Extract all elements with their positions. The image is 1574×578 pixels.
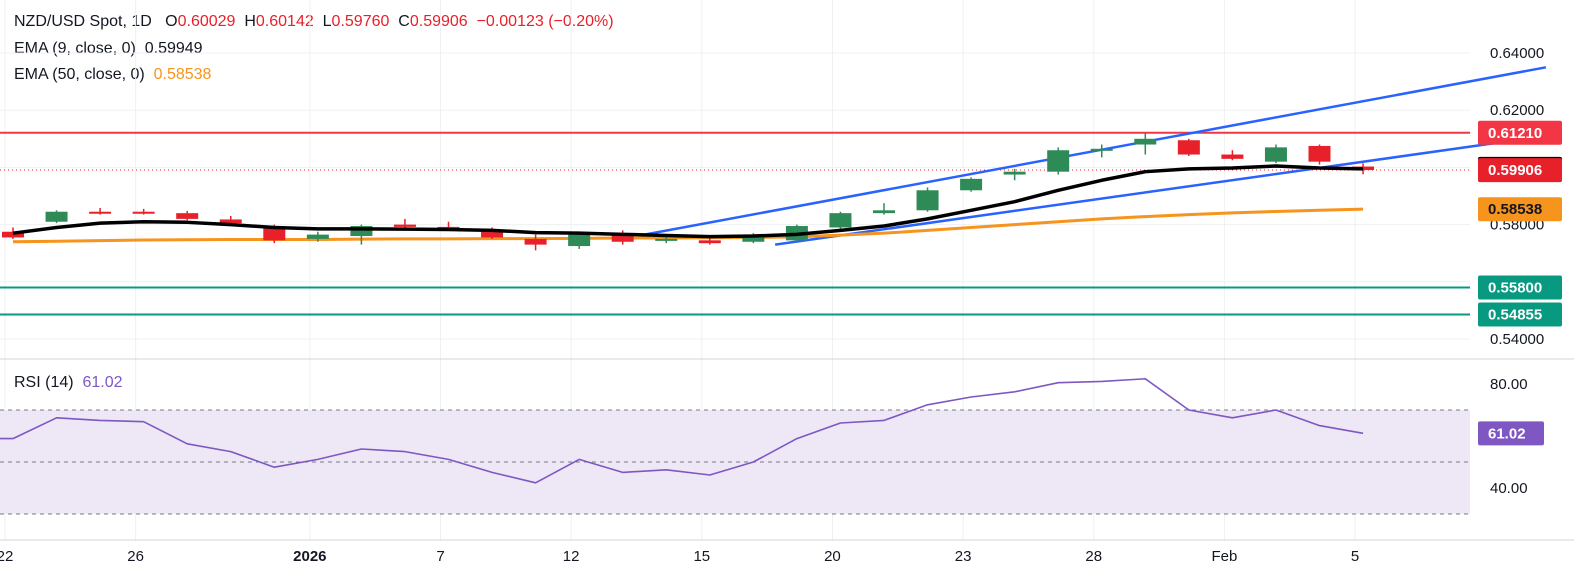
resistance-price-tag: [1478, 120, 1562, 145]
candle-body: [45, 211, 68, 222]
support-price-tag: [1478, 275, 1562, 300]
ema50-legend: EMA (50, close, 0) 0.58538: [14, 66, 211, 84]
time-axis-tick-label: Feb: [1211, 548, 1237, 565]
low-value: 0.59760: [331, 13, 390, 30]
support-price-tag: [1478, 302, 1562, 327]
time-axis-tick-label: 15: [693, 548, 710, 565]
time-axis-tick-label: 20: [824, 548, 841, 565]
candle-body: [1221, 154, 1244, 159]
resistance-price-tag-label: 0.61210: [1488, 125, 1542, 142]
candle-body: [263, 227, 286, 241]
candle-body: [873, 210, 895, 214]
rsi-value-tag: [1478, 421, 1544, 446]
time-axis-tick-label: 28: [1085, 548, 1102, 565]
candle-body: [481, 231, 504, 238]
candle-body: [960, 178, 983, 191]
candle-body: [89, 211, 112, 214]
ema50-price-tag: [1478, 197, 1562, 222]
rsi-axis-tick-label: 40.00: [1490, 480, 1528, 497]
candle-body: [1177, 140, 1200, 155]
time-axis-tick-label: 23: [955, 548, 972, 565]
candle-body: [1134, 138, 1157, 145]
rsi-axis-tick-label: 80.00: [1490, 376, 1528, 393]
ema50-label: EMA (50, close, 0): [14, 66, 145, 83]
candle-body: [219, 219, 242, 224]
time-axis-tick-label: 22: [0, 548, 13, 565]
candle-body: [393, 224, 416, 227]
open-label: O: [165, 13, 178, 30]
channel-upper-line: [644, 66, 1547, 236]
channel-lower-line: [774, 134, 1547, 246]
close-price-tag-label: 0.59906: [1488, 162, 1542, 179]
time-axis-tick-label: 5: [1351, 548, 1359, 565]
high-label: H: [244, 13, 256, 30]
support-price-tag-label: 0.55800: [1488, 280, 1542, 297]
candle-body: [132, 211, 155, 214]
low-label: L: [322, 13, 332, 30]
ema50-price-tag-label: 0.58538: [1488, 201, 1542, 218]
candle-body: [568, 234, 591, 247]
time-axis-tick-label: 2026: [293, 548, 326, 565]
time-axis-tick-label: 12: [563, 548, 580, 565]
chart-legend-ohlc: NZD/USD Spot, 1D O0.60029 H0.60142 L0.59…: [14, 13, 614, 31]
candle-body: [1264, 147, 1287, 162]
rsi-label: RSI (14): [14, 374, 74, 391]
candle-body: [611, 233, 634, 242]
ema50-value: 0.58538: [153, 66, 212, 83]
price-axis-tick-label: 0.62000: [1490, 102, 1544, 119]
candle-body: [1003, 171, 1026, 175]
high-value: 0.60142: [255, 13, 314, 30]
time-axis-tick-label: 26: [127, 548, 144, 565]
candle-body: [829, 213, 852, 228]
candle-body: [524, 238, 547, 245]
rsi-value-tag-label: 61.02: [1488, 425, 1526, 442]
symbol-label: NZD/USD Spot, 1D: [14, 13, 152, 30]
close-label: C: [398, 13, 410, 30]
candle-body: [2, 231, 24, 238]
candle-body: [698, 240, 721, 244]
rsi-legend: RSI (14) 61.02: [14, 374, 123, 392]
candle-body: [1308, 145, 1331, 162]
rsi-value: 61.02: [82, 374, 123, 391]
close-price-tag: [1478, 158, 1562, 183]
price-axis-tick-label: 0.64000: [1490, 45, 1544, 62]
candle-body: [742, 234, 765, 242]
ema9-line: [12, 164, 1364, 239]
ema50-line: [12, 207, 1364, 244]
candle-body: [176, 213, 199, 219]
price-axis-tick-label: 0.54000: [1490, 331, 1544, 348]
support-price-tag-label: 0.54855: [1488, 307, 1542, 324]
candle-body: [306, 234, 329, 239]
candle-body: [1090, 148, 1113, 151]
rsi-line: [0, 377, 1364, 484]
candle-body: [655, 238, 678, 241]
close-value: 0.59906: [409, 13, 468, 30]
change-value: −0.00123 (−0.20%): [476, 13, 614, 30]
candle-body: [350, 226, 373, 237]
candle-body: [1047, 150, 1070, 172]
open-value: 0.60029: [177, 13, 236, 30]
candle-body: [916, 190, 939, 211]
time-axis-tick-label: 7: [436, 548, 444, 565]
